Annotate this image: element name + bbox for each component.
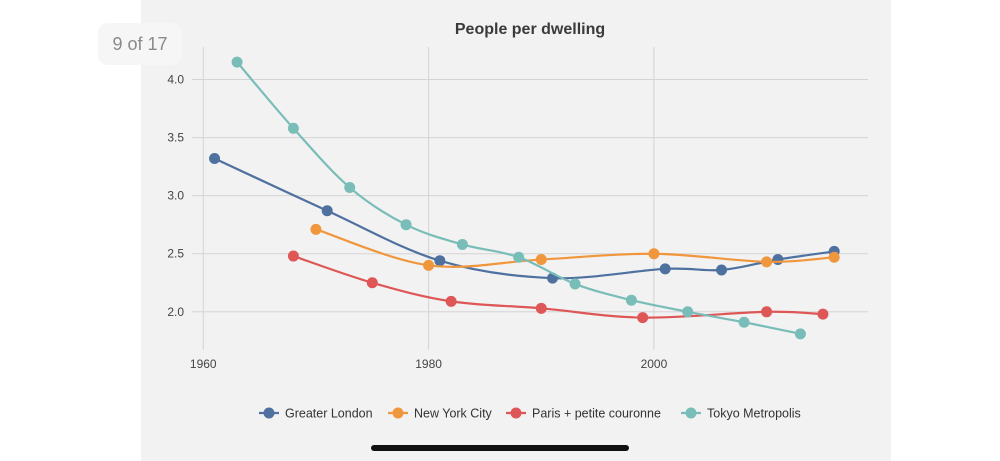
- legend-item-paris-petite-couronne: Paris + petite couronne: [506, 407, 661, 421]
- legend-label: Greater London: [285, 407, 373, 421]
- data-point-paris-petite-couronne: [535, 302, 547, 314]
- data-point-new-york-city: [761, 256, 773, 268]
- series-line-new-york-city: [315, 228, 835, 268]
- grid-lines: [192, 47, 868, 350]
- data-point-paris-petite-couronne: [287, 250, 299, 262]
- legend-swatch-marker: [392, 407, 404, 419]
- series-line-tokyo-metropolis: [236, 61, 801, 335]
- home-indicator[interactable]: [371, 445, 629, 451]
- data-point-paris-petite-couronne: [637, 312, 649, 324]
- y-tick-label: 2.0: [167, 305, 184, 319]
- series-greater-london: [209, 152, 840, 284]
- data-point-tokyo-metropolis: [400, 219, 412, 231]
- legend-swatch-marker: [263, 407, 275, 419]
- legend-swatch-marker: [685, 407, 697, 419]
- series-tokyo-metropolis: [231, 56, 806, 340]
- y-tick-label: 2.5: [167, 247, 184, 261]
- chart-title: People per dwelling: [455, 21, 605, 38]
- series-paris-petite-couronne: [287, 250, 829, 324]
- data-point-tokyo-metropolis: [682, 306, 694, 318]
- series-layer: [209, 56, 840, 340]
- data-point-tokyo-metropolis: [231, 56, 243, 68]
- data-point-new-york-city: [310, 223, 322, 235]
- y-tick-label: 4.0: [167, 73, 184, 87]
- data-point-greater-london: [321, 205, 333, 217]
- x-tick-label: 1980: [415, 357, 442, 371]
- page-counter: 9 of 17: [98, 23, 182, 65]
- legend-item-new-york-city: New York City: [388, 407, 493, 421]
- data-point-paris-petite-couronne: [761, 306, 773, 318]
- legend-swatch-marker: [510, 407, 522, 419]
- data-point-greater-london: [716, 264, 728, 276]
- data-point-tokyo-metropolis: [738, 316, 750, 328]
- data-point-new-york-city: [828, 251, 840, 263]
- data-point-tokyo-metropolis: [625, 294, 637, 306]
- data-point-greater-london: [772, 254, 784, 266]
- legend-label: New York City: [414, 407, 493, 421]
- data-point-tokyo-metropolis: [513, 251, 525, 263]
- data-point-paris-petite-couronne: [366, 277, 378, 289]
- data-point-paris-petite-couronne: [445, 295, 457, 307]
- data-point-tokyo-metropolis: [569, 278, 581, 290]
- data-point-paris-petite-couronne: [817, 308, 829, 320]
- legend-item-greater-london: Greater London: [259, 407, 373, 421]
- legend-label: Tokyo Metropolis: [707, 407, 801, 421]
- data-point-new-york-city: [535, 254, 547, 266]
- x-tick-label: 1960: [190, 357, 217, 371]
- data-point-tokyo-metropolis: [794, 328, 806, 340]
- x-tick-label: 2000: [641, 357, 668, 371]
- chart-panel: [141, 0, 891, 461]
- data-point-new-york-city: [648, 248, 660, 260]
- y-tick-label: 3.5: [167, 131, 184, 145]
- data-point-tokyo-metropolis: [287, 122, 299, 134]
- legend: Greater London New York City Paris + petit…: [259, 407, 801, 421]
- data-point-tokyo-metropolis: [456, 238, 468, 250]
- y-tick-label: 3.0: [167, 189, 184, 203]
- data-point-new-york-city: [423, 259, 435, 271]
- legend-item-tokyo-metropolis: Tokyo Metropolis: [681, 407, 801, 421]
- data-point-greater-london: [209, 152, 221, 164]
- axis-labels: 2.0 2.5 3.0 3.5 4.0 1960 1980 2000: [167, 73, 667, 371]
- series-new-york-city: [310, 223, 840, 271]
- data-point-greater-london: [434, 255, 446, 267]
- legend-label: Paris + petite couronne: [532, 407, 661, 421]
- data-point-tokyo-metropolis: [344, 182, 356, 194]
- data-point-greater-london: [659, 263, 671, 275]
